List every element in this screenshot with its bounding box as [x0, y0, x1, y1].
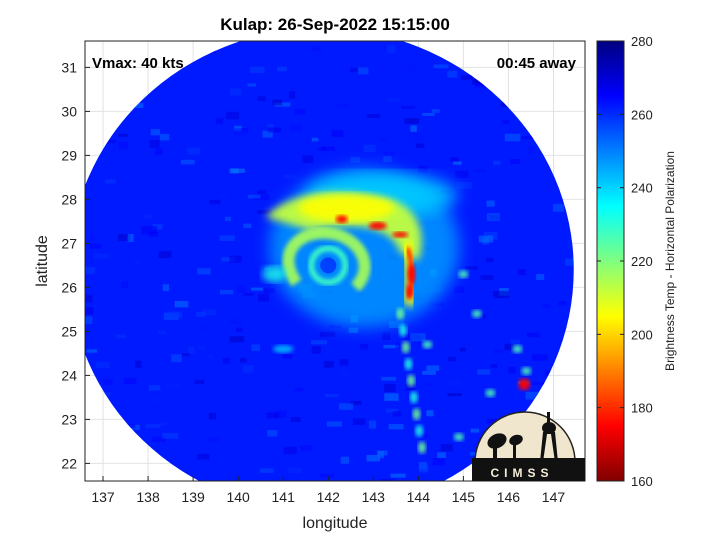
y-axis-ticks: 22 23 24 25 26 27 28 29 30 31: [61, 59, 90, 471]
x-tick-label: 139: [181, 489, 205, 505]
x-axis-label: longitude: [303, 515, 368, 532]
cimss-logo: CIMSS: [472, 411, 585, 481]
logo-text: CIMSS: [490, 466, 553, 480]
x-tick-label: 138: [136, 489, 160, 505]
colorbar-tick-label: 240: [631, 181, 653, 196]
colorbar-tick-label: 220: [631, 254, 653, 269]
water-tower-icon: [540, 412, 558, 462]
storm-features: [262, 167, 532, 454]
storm-eye: [320, 257, 337, 274]
colorbar-tick-label: 180: [631, 401, 653, 416]
x-tick-label: 144: [407, 489, 431, 505]
swath-heatmap: [85, 41, 574, 481]
y-tick-label: 23: [61, 411, 77, 427]
y-tick-label: 25: [61, 323, 77, 339]
time-away-annotation: 00:45 away: [497, 55, 577, 72]
y-tick-label: 31: [61, 59, 77, 75]
colorbar-gradient: [596, 40, 625, 482]
y-tick-label: 29: [61, 147, 77, 163]
colorbar-tick-label: 200: [631, 327, 653, 342]
x-tick-label: 141: [272, 489, 296, 505]
colorbar-tick-label: 280: [631, 34, 653, 49]
y-tick-label: 30: [61, 103, 77, 119]
x-axis-ticks: 137 138 139 140 141 142 143 144 145 146 147: [91, 476, 565, 505]
x-tick-label: 145: [452, 489, 476, 505]
satellite-dish-icon: [487, 433, 523, 462]
x-tick-label: 143: [362, 489, 386, 505]
plot-frame: [84, 40, 586, 482]
y-tick-label: 26: [61, 279, 77, 295]
vmax-annotation: Vmax: 40 kts: [92, 55, 184, 72]
x-tick-label: 146: [497, 489, 521, 505]
colorbar-label: Brightness Temp - Horizontal Polarizatio…: [663, 151, 677, 371]
y-tick-label: 27: [61, 235, 77, 251]
colorbar: 160 180 200 220 240 260 280 Brightness Temp - …: [596, 34, 677, 489]
y-axis-label: latitude: [34, 235, 51, 287]
x-tick-label: 147: [542, 489, 566, 505]
colorbar-tick-label: 260: [631, 107, 653, 122]
y-tick-label: 22: [61, 455, 77, 471]
chart-title: Kulap: 26-Sep-2022 15:15:00: [220, 15, 450, 34]
x-tick-label: 137: [91, 489, 115, 505]
colorbar-ticks: 160 180 200 220 240 260 280: [597, 34, 653, 489]
colorbar-tick-label: 160: [631, 474, 653, 489]
x-tick-label: 140: [226, 489, 250, 505]
x-tick-label: 142: [317, 489, 341, 505]
y-tick-label: 28: [61, 191, 77, 207]
eyewall: [308, 245, 349, 286]
y-tick-label: 24: [61, 367, 77, 383]
